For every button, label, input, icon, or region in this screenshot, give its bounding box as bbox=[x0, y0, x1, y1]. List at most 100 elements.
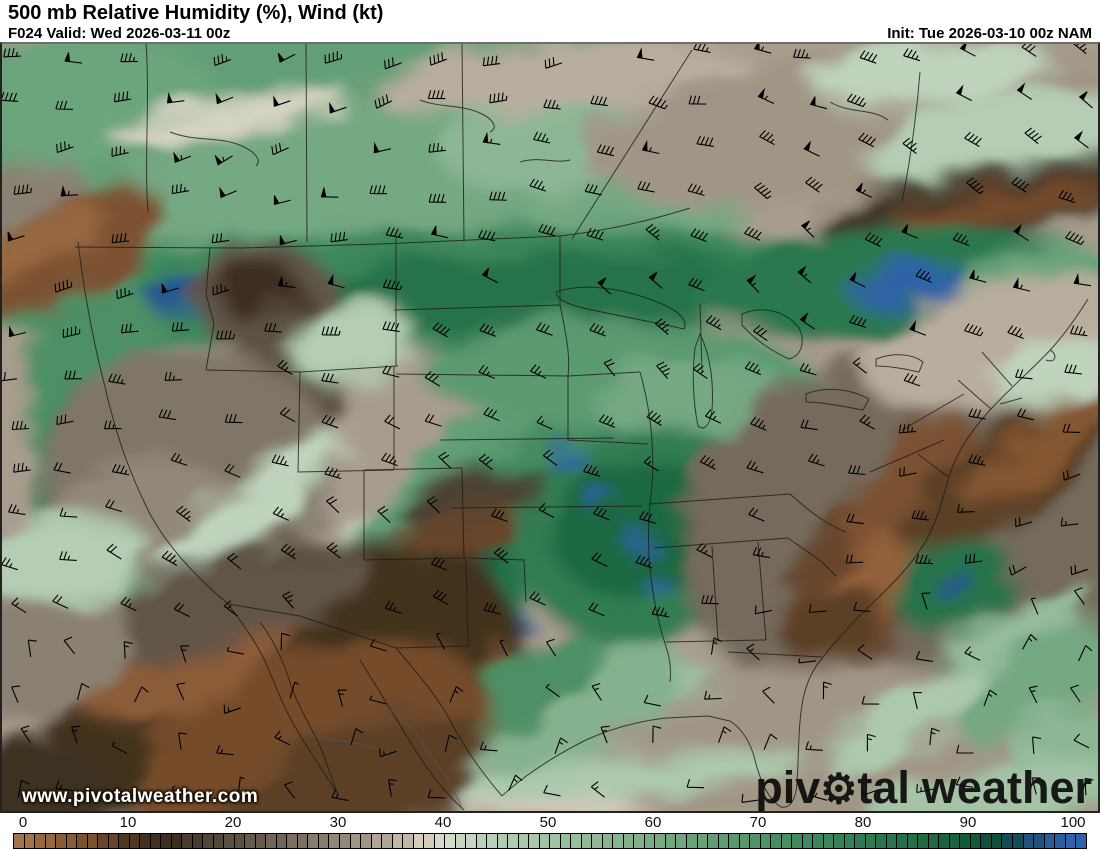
colorbar-cell bbox=[581, 834, 593, 848]
colorbar-cell bbox=[518, 834, 530, 848]
forecast-valid-label: F024 Valid: Wed 2026-03-11 00z bbox=[8, 25, 231, 42]
colorbar-cell bbox=[1002, 834, 1013, 848]
colorbar-cell bbox=[476, 834, 488, 848]
colorbar-cell bbox=[886, 834, 898, 848]
colorbar-cell bbox=[466, 834, 477, 848]
colorbar-cell bbox=[844, 834, 856, 848]
colorbar-tick: 30 bbox=[329, 814, 347, 831]
colorbar-cell bbox=[224, 834, 235, 848]
colorbar-cell bbox=[297, 834, 309, 848]
colorbar-cell bbox=[623, 834, 635, 848]
chart-title: 500 mb Relative Humidity (%), Wind (kt) bbox=[8, 2, 384, 24]
colorbar-cell bbox=[140, 834, 151, 848]
colorbar-cell bbox=[897, 834, 908, 848]
colorbar-cell bbox=[497, 834, 509, 848]
colorbar-cell bbox=[276, 834, 288, 848]
logo-text: weather bbox=[921, 762, 1092, 813]
colorbar-cell bbox=[119, 834, 130, 848]
colorbar-cell bbox=[634, 834, 645, 848]
colorbar-cell bbox=[1044, 834, 1056, 848]
colorbar-cell bbox=[602, 834, 614, 848]
colorbar-tick: 80 bbox=[854, 814, 872, 831]
colorbar-cell bbox=[865, 834, 877, 848]
colorbar-cell bbox=[182, 834, 193, 848]
colorbar-cell bbox=[424, 834, 435, 848]
colorbar-cell bbox=[970, 834, 982, 848]
logo-text: piv bbox=[755, 762, 821, 813]
colorbar-cell bbox=[802, 834, 814, 848]
colorbar-cell bbox=[45, 834, 57, 848]
colorbar-cell bbox=[245, 834, 256, 848]
colorbar-cell bbox=[550, 834, 561, 848]
colorbar-cell bbox=[655, 834, 666, 848]
colorbar-cell bbox=[949, 834, 961, 848]
colorbar-cell bbox=[382, 834, 393, 848]
colorbar-cell bbox=[98, 834, 109, 848]
colorbar-cell bbox=[676, 834, 687, 848]
colorbar-cell bbox=[255, 834, 267, 848]
colorbar-cell bbox=[371, 834, 383, 848]
colorbar-cell bbox=[24, 834, 36, 848]
colorbar-cell bbox=[77, 834, 88, 848]
colorbar-cell bbox=[350, 834, 362, 848]
colorbar-cell bbox=[487, 834, 498, 848]
colorbar-cell bbox=[739, 834, 751, 848]
pivotal-weather-logo: piv⚙tal weather bbox=[755, 765, 1092, 812]
colorbar-cell bbox=[539, 834, 551, 848]
watermark-url: www.pivotalweather.com bbox=[22, 786, 259, 807]
colorbar-cell bbox=[1012, 834, 1024, 848]
colorbar-cell bbox=[161, 834, 172, 848]
colorbar-cell bbox=[445, 834, 456, 848]
colorbar-legend: 0 10 20 30 40 50 60 70 80 90 100 bbox=[0, 813, 1100, 850]
gear-icon: ⚙ bbox=[820, 766, 858, 812]
colorbar-tick: 20 bbox=[224, 814, 242, 831]
wind-barbs bbox=[2, 44, 1094, 803]
colorbar-cell bbox=[1065, 834, 1077, 848]
colorbar-cell bbox=[529, 834, 540, 848]
colorbar-cell bbox=[781, 834, 793, 848]
colorbar-cell bbox=[687, 834, 698, 848]
colorbar-cell bbox=[834, 834, 845, 848]
colorbar-cell bbox=[318, 834, 330, 848]
colorbar-cell bbox=[266, 834, 277, 848]
colorbar-cell bbox=[413, 834, 425, 848]
colorbar-cell bbox=[1023, 834, 1035, 848]
colorbar-cell bbox=[108, 834, 120, 848]
colorbar-cell bbox=[718, 834, 730, 848]
colorbar-cell bbox=[1034, 834, 1045, 848]
colorbar-cell bbox=[644, 834, 656, 848]
colorbar-cell bbox=[129, 834, 141, 848]
model-init-label: Init: Tue 2026-03-10 00z NAM bbox=[887, 25, 1092, 42]
colorbar-cell bbox=[1055, 834, 1066, 848]
logo-text: tal bbox=[857, 762, 910, 813]
colorbar-cell bbox=[613, 834, 624, 848]
colorbar-cell bbox=[192, 834, 204, 848]
colorbar bbox=[13, 833, 1087, 849]
colorbar-cell bbox=[87, 834, 99, 848]
colorbar-cell bbox=[991, 834, 1003, 848]
state-borders bbox=[74, 44, 1089, 811]
colorbar-cell bbox=[339, 834, 351, 848]
colorbar-cell bbox=[234, 834, 246, 848]
colorbar-tick: 90 bbox=[959, 814, 977, 831]
wind-barb-flags bbox=[7, 44, 1088, 338]
weather-map-svg bbox=[2, 44, 1098, 811]
colorbar-cell bbox=[907, 834, 919, 848]
colorbar-cell bbox=[560, 834, 572, 848]
colorbar-cell bbox=[981, 834, 992, 848]
colorbar-tick: 70 bbox=[749, 814, 767, 831]
colorbar-cell bbox=[697, 834, 709, 848]
colorbar-cell bbox=[939, 834, 950, 848]
colorbar-cell bbox=[361, 834, 372, 848]
colorbar-cell bbox=[392, 834, 404, 848]
colorbar-cell bbox=[66, 834, 78, 848]
colorbar-cell bbox=[750, 834, 761, 848]
colorbar-cell bbox=[918, 834, 929, 848]
colorbar-cell bbox=[14, 834, 25, 848]
colorbar-cell bbox=[813, 834, 824, 848]
colorbar-cell bbox=[56, 834, 67, 848]
colorbar-cell bbox=[171, 834, 183, 848]
colorbar-cell bbox=[928, 834, 940, 848]
humidity-field bbox=[2, 44, 1098, 811]
